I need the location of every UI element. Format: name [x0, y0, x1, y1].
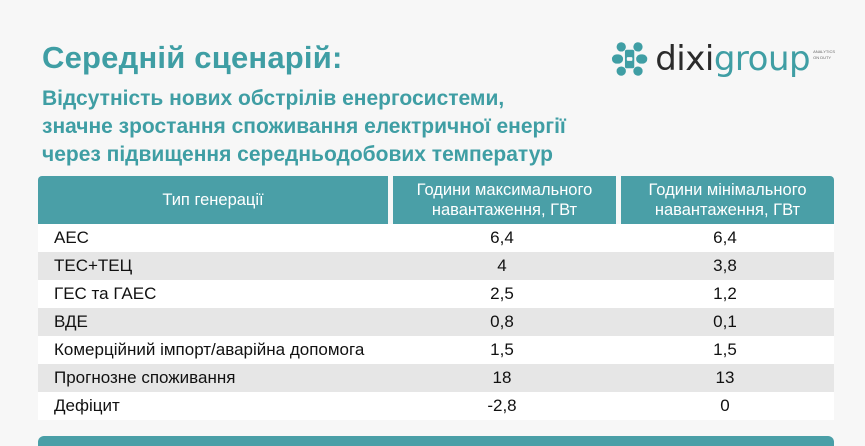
- cell-generation-type: ТЕС+ТЕЦ: [38, 252, 388, 280]
- cell-generation-type: АЕС: [38, 224, 388, 252]
- generation-table: Тип генерації Години максимального наван…: [38, 176, 834, 420]
- cell-max-load: 1,5: [388, 336, 616, 364]
- cell-max-load: 2,5: [388, 280, 616, 308]
- page-subtitle: Відсутність нових обстрілів енергосистем…: [42, 85, 662, 169]
- cell-max-load: -2,8: [388, 392, 616, 420]
- cell-min-load: 1,2: [616, 280, 834, 308]
- logo-text-accent: group: [713, 39, 811, 79]
- cell-generation-type: Комерційний імпорт/аварійна допомога: [38, 336, 388, 364]
- table-row: Комерційний імпорт/аварійна допомога 1,5…: [38, 336, 834, 364]
- footer-bar: [38, 436, 834, 446]
- dixigroup-logo-icon: [611, 42, 648, 76]
- cell-min-load: 3,8: [616, 252, 834, 280]
- cell-min-load: 6,4: [616, 224, 834, 252]
- cell-generation-type: ГЕС та ГАЕС: [38, 280, 388, 308]
- cell-max-load: 0,8: [388, 308, 616, 336]
- header-min-load: Години мінімального навантаження, ГВт: [616, 176, 834, 224]
- table-row: ВДЕ 0,8 0,1: [38, 308, 834, 336]
- cell-max-load: 18: [388, 364, 616, 392]
- table-row: Дефіцит -2,8 0: [38, 392, 834, 420]
- logo-tagline: ANALYTICS ON DUTY: [813, 49, 836, 60]
- table-header-row: Тип генерації Години максимального наван…: [38, 176, 834, 224]
- cell-max-load: 6,4: [388, 224, 616, 252]
- page-title: Середній сценарій:: [42, 40, 343, 75]
- table-row: Прогнозне споживання 18 13: [38, 364, 834, 392]
- subtitle-line: Відсутність нових обстрілів енергосистем…: [42, 87, 505, 110]
- cell-generation-type: Прогнозне споживання: [38, 364, 388, 392]
- cell-min-load: 0,1: [616, 308, 834, 336]
- cell-min-load: 1,5: [616, 336, 834, 364]
- subtitle-line: через підвищення середньодобових темпера…: [42, 143, 553, 166]
- table-row: ГЕС та ГАЕС 2,5 1,2: [38, 280, 834, 308]
- cell-generation-type: Дефіцит: [38, 392, 388, 420]
- cell-generation-type: ВДЕ: [38, 308, 388, 336]
- subtitle-line: значне зростання споживання електричної …: [42, 115, 566, 138]
- table-row: ТЕС+ТЕЦ 4 3,8: [38, 252, 834, 280]
- cell-min-load: 0: [616, 392, 834, 420]
- cell-max-load: 4: [388, 252, 616, 280]
- header-max-load: Години максимального навантаження, ГВт: [388, 176, 616, 224]
- cell-min-load: 13: [616, 364, 834, 392]
- header-generation-type: Тип генерації: [38, 176, 388, 224]
- table-row: АЕС 6,4 6,4: [38, 224, 834, 252]
- dixigroup-logo: dixigroup ANALYTICS ON DUTY: [611, 37, 841, 81]
- logo-wordmark: dixigroup: [655, 42, 810, 76]
- logo-text-plain: dixi: [655, 39, 714, 79]
